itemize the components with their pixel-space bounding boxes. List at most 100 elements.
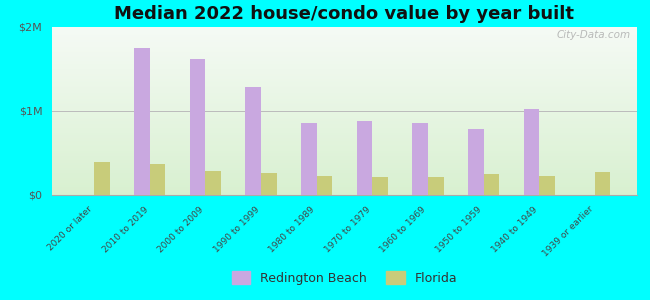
Bar	[52, 37, 637, 39]
Bar	[52, 160, 637, 161]
Bar	[52, 57, 637, 59]
Legend: Redington Beach, Florida: Redington Beach, Florida	[227, 266, 462, 290]
Bar	[94, 162, 110, 195]
Bar	[357, 121, 372, 195]
Bar	[52, 114, 637, 116]
Bar	[52, 163, 637, 165]
Bar	[52, 111, 637, 113]
Bar	[52, 183, 637, 185]
Bar	[595, 172, 610, 195]
Bar	[52, 77, 637, 79]
Bar	[52, 74, 637, 76]
Bar	[52, 141, 637, 143]
Bar	[52, 29, 637, 30]
Bar	[190, 59, 205, 195]
Bar	[52, 123, 637, 124]
Bar	[52, 106, 637, 108]
Bar	[52, 136, 637, 138]
Bar	[484, 174, 499, 195]
Bar	[52, 52, 637, 54]
Bar	[524, 109, 539, 195]
Bar	[52, 131, 637, 133]
Bar	[52, 69, 637, 71]
Bar	[261, 173, 277, 195]
Bar	[52, 119, 637, 121]
Bar	[52, 175, 637, 176]
Bar	[52, 126, 637, 128]
Bar	[52, 145, 637, 146]
Bar	[52, 91, 637, 92]
Bar	[52, 54, 637, 56]
Bar	[52, 103, 637, 104]
Bar	[52, 50, 637, 52]
Bar	[52, 165, 637, 167]
Bar	[52, 180, 637, 182]
Text: City-Data.com: City-Data.com	[557, 30, 631, 40]
Bar	[52, 173, 637, 175]
Bar	[52, 34, 637, 35]
Bar	[52, 79, 637, 81]
Bar	[301, 123, 317, 195]
Bar	[52, 47, 637, 49]
Bar	[52, 94, 637, 96]
Bar	[52, 39, 637, 41]
Bar	[52, 104, 637, 106]
Bar	[52, 72, 637, 74]
Bar	[52, 98, 637, 99]
Bar	[412, 123, 428, 195]
Bar	[52, 101, 637, 103]
Bar	[52, 61, 637, 62]
Bar	[52, 81, 637, 82]
Bar	[52, 155, 637, 156]
Bar	[52, 96, 637, 98]
Bar	[52, 118, 637, 119]
Bar	[52, 88, 637, 89]
Title: Median 2022 house/condo value by year built: Median 2022 house/condo value by year bu…	[114, 5, 575, 23]
Bar	[540, 176, 555, 195]
Bar	[52, 148, 637, 150]
Bar	[52, 153, 637, 155]
Bar	[52, 49, 637, 50]
Bar	[52, 151, 637, 153]
Bar	[52, 167, 637, 168]
Bar	[52, 71, 637, 72]
Bar	[52, 89, 637, 91]
Bar	[52, 66, 637, 67]
Bar	[52, 84, 637, 86]
Bar	[52, 182, 637, 183]
Bar	[372, 177, 388, 195]
Bar	[52, 130, 637, 131]
Bar	[52, 76, 637, 77]
Bar	[52, 161, 637, 163]
Bar	[52, 143, 637, 145]
Bar	[134, 48, 150, 195]
Bar	[52, 67, 637, 69]
Bar	[52, 86, 637, 88]
Bar	[52, 30, 637, 32]
Bar	[52, 190, 637, 192]
Bar	[468, 130, 484, 195]
Bar	[52, 82, 637, 84]
Bar	[52, 128, 637, 130]
Bar	[52, 35, 637, 37]
Bar	[52, 134, 637, 136]
Bar	[52, 44, 637, 46]
Bar	[52, 146, 637, 148]
Bar	[52, 193, 637, 195]
Bar	[52, 116, 637, 118]
Bar	[52, 40, 637, 42]
Bar	[52, 168, 637, 170]
Bar	[246, 88, 261, 195]
Bar	[52, 64, 637, 66]
Bar	[52, 124, 637, 126]
Bar	[52, 188, 637, 190]
Bar	[52, 109, 637, 111]
Bar	[52, 150, 637, 151]
Bar	[52, 121, 637, 123]
Bar	[52, 27, 637, 29]
Bar	[52, 113, 637, 114]
Bar	[52, 133, 637, 134]
Bar	[52, 56, 637, 57]
Bar	[52, 46, 637, 47]
Bar	[52, 158, 637, 160]
